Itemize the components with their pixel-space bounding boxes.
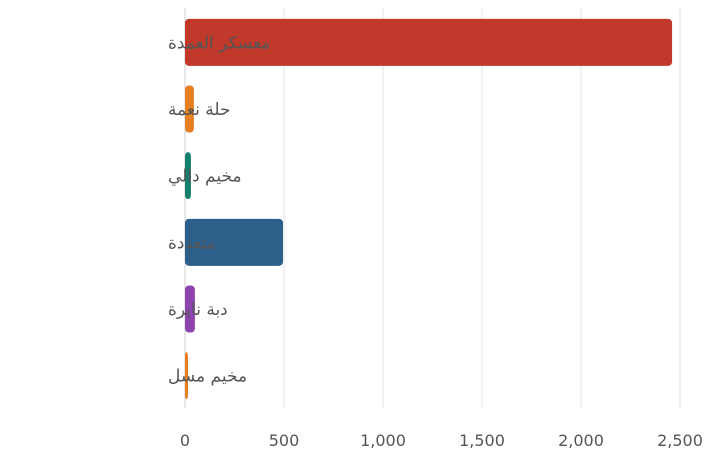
bar (185, 352, 188, 400)
x-tick-label: 2,500 (657, 431, 703, 450)
x-tick-label: 500 (269, 431, 300, 450)
bar (185, 18, 673, 66)
grid-lines (184, 8, 681, 408)
x-tick-label: 1,000 (360, 431, 406, 450)
category-label: دبة نايرة (168, 300, 228, 320)
bar (185, 285, 195, 333)
category-label: مخيم مسل (168, 367, 247, 387)
bar (185, 218, 284, 266)
category-label: حلة نعمة (168, 100, 231, 120)
category-label: مخيم دالي (168, 167, 242, 187)
category-label: متعددة (168, 233, 216, 253)
category-label: معسكر العمدة (168, 33, 270, 53)
x-tick-label: 1,500 (459, 431, 505, 450)
x-tick-label: 0 (180, 431, 190, 450)
bar (185, 85, 194, 133)
bars (185, 18, 673, 400)
category-labels: معسكر العمدة حلة نعمة مخيم دالي متعددة دبة ن… (168, 33, 270, 386)
bar (185, 152, 191, 200)
x-tick-label: 2,000 (558, 431, 604, 450)
x-axis-ticks: 0 500 1,000 1,500 2,000 2,500 (180, 431, 703, 450)
